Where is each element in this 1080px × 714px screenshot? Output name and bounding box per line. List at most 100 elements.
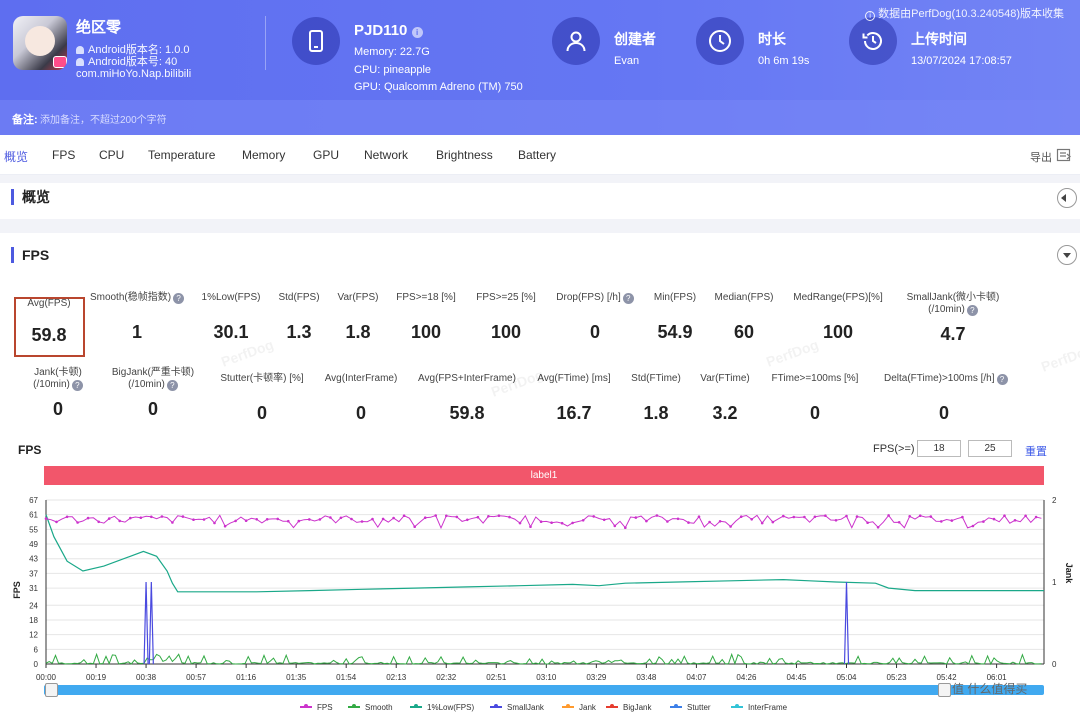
stat-value: 59.8 bbox=[31, 325, 67, 345]
y-right-tick-label: 0 bbox=[1052, 660, 1057, 669]
series-fps-point bbox=[824, 514, 827, 517]
series-fps-point bbox=[213, 521, 216, 525]
x-tick-label: 02:13 bbox=[386, 673, 407, 682]
stat-value: 16.7 bbox=[556, 403, 592, 423]
stat-label: FTime>=100ms [%] bbox=[771, 373, 859, 384]
series-fps-point bbox=[329, 516, 332, 519]
stat-label: Delta(FTime)>100ms [/h]? bbox=[884, 373, 1008, 385]
tab-temperature[interactable]: Temperature bbox=[148, 148, 216, 162]
tab-brightness[interactable]: Brightness bbox=[436, 148, 493, 162]
x-tick-label: 03:29 bbox=[586, 673, 607, 682]
series-fps-point bbox=[602, 518, 606, 522]
series-fps-point bbox=[455, 515, 459, 519]
x-tick-label: 03:10 bbox=[536, 673, 557, 682]
series-fps-point bbox=[339, 516, 343, 520]
slider-left-handle[interactable] bbox=[45, 683, 58, 697]
stat-smalljank: SmallJank(微小卡顿) (/10min)? 4.7 bbox=[893, 292, 1013, 345]
duration-label: 时长 bbox=[758, 31, 786, 47]
legend-item-smooth[interactable]: Smooth bbox=[348, 703, 393, 712]
bilibili-badge-icon bbox=[53, 56, 67, 68]
remark-input[interactable]: 添加备注，不超过200个字符 bbox=[40, 115, 167, 126]
legend-item-stutter[interactable]: Stutter bbox=[670, 703, 711, 712]
legend-item-jank[interactable]: Jank bbox=[562, 703, 596, 712]
series-fps-point bbox=[202, 518, 206, 521]
export-button[interactable]: 导出 bbox=[1030, 152, 1052, 164]
tab-overview[interactable]: 概览 bbox=[4, 150, 29, 164]
help-icon[interactable]: ? bbox=[173, 293, 185, 304]
series-fps-point bbox=[624, 526, 627, 529]
legend-item-bigjank[interactable]: BigJank bbox=[606, 703, 651, 712]
collapse-overview-button[interactable] bbox=[1057, 188, 1077, 208]
tab-memory[interactable]: Memory bbox=[242, 148, 286, 162]
help-icon[interactable]: ? bbox=[166, 380, 178, 391]
series-fps-point bbox=[929, 515, 933, 518]
stat-label: Std(FPS) bbox=[278, 292, 320, 303]
series-fps-point bbox=[371, 517, 374, 521]
series-fps-point bbox=[160, 515, 164, 518]
collapse-fps-button[interactable] bbox=[1057, 245, 1077, 265]
y-right-axis-title: Jank bbox=[1064, 563, 1074, 585]
section-gap bbox=[0, 175, 1080, 183]
y-tick-label: 67 bbox=[29, 496, 38, 505]
help-icon[interactable]: ? bbox=[966, 305, 978, 316]
stat-label: Avg(FTime) [ms] bbox=[537, 373, 611, 384]
series-fps-point bbox=[855, 515, 859, 518]
y-tick-label: 12 bbox=[29, 631, 38, 640]
fps-threshold-1-input[interactable]: 18 bbox=[917, 440, 961, 457]
series-fps-point bbox=[581, 519, 585, 522]
package-name: com.miHoYo.Nap.bilibili bbox=[76, 68, 192, 80]
series-fps-point bbox=[782, 514, 785, 518]
stat-value: 30.1 bbox=[213, 322, 249, 342]
help-icon[interactable]: ? bbox=[996, 374, 1008, 385]
export-icon[interactable] bbox=[1056, 147, 1072, 168]
stat-label: SmallJank(微小卡顿) bbox=[906, 292, 1000, 303]
stat-median-fps: Median(FPS) 60 bbox=[684, 292, 804, 343]
series-fps-point bbox=[171, 521, 174, 524]
series-fps-point bbox=[44, 517, 48, 520]
stat-value: 1.3 bbox=[286, 322, 312, 342]
legend-label: Smooth bbox=[365, 703, 393, 712]
tab-cpu[interactable]: CPU bbox=[99, 148, 125, 162]
series-fps-point bbox=[223, 524, 227, 528]
legend-item-smalljank[interactable]: SmallJank bbox=[490, 703, 544, 712]
legend-item-fps[interactable]: FPS bbox=[300, 703, 333, 712]
tab-battery[interactable]: Battery bbox=[518, 148, 557, 162]
stat-label: Var(FTime) bbox=[700, 373, 750, 384]
legend-item-interframe[interactable]: InterFrame bbox=[731, 703, 787, 712]
reset-button[interactable]: 重置 bbox=[1025, 446, 1047, 458]
fps-threshold-label: FPS(>=) bbox=[873, 443, 915, 455]
stat-label: Median(FPS) bbox=[714, 292, 774, 303]
label-bar[interactable]: label1 bbox=[44, 466, 1044, 485]
tab-fps[interactable]: FPS bbox=[52, 148, 76, 162]
overview-title: 概览 bbox=[11, 189, 50, 205]
series-fps-point bbox=[908, 515, 911, 518]
legend-label: 1%Low(FPS) bbox=[427, 703, 475, 712]
slider-right-handle[interactable] bbox=[938, 683, 951, 697]
help-icon[interactable]: ? bbox=[622, 293, 634, 304]
legend-item-1-low-fps[interactable]: 1%Low(FPS) bbox=[410, 703, 474, 712]
legend-swatch bbox=[490, 704, 502, 708]
device-memory: Memory: 22.7G bbox=[354, 46, 430, 58]
series-fps-point bbox=[718, 520, 722, 523]
stat-label: Var(FPS) bbox=[337, 292, 379, 303]
android-version-code: Android版本号: 40 bbox=[76, 53, 177, 69]
legend-swatch bbox=[731, 704, 743, 708]
x-tick-label: 00:00 bbox=[36, 673, 57, 682]
series-fps-point bbox=[539, 520, 543, 523]
series-fps-point bbox=[613, 524, 617, 528]
stat-fps-18: FPS>=18 [%] 100 bbox=[366, 292, 486, 343]
x-tick-label: 03:48 bbox=[636, 673, 657, 682]
tab-gpu[interactable]: GPU bbox=[313, 148, 340, 162]
stat-value: 100 bbox=[822, 322, 854, 342]
stat-value: 0 bbox=[938, 403, 949, 423]
series-1pct-low-line bbox=[45, 514, 1044, 593]
fps-threshold-2-input[interactable]: 25 bbox=[968, 440, 1012, 457]
help-icon[interactable]: ? bbox=[71, 380, 83, 391]
y-axis-title: FPS bbox=[12, 581, 22, 599]
tab-network[interactable]: Network bbox=[364, 148, 409, 162]
stat-ftime-100ms: FTime>=100ms [%] 0 bbox=[755, 373, 875, 424]
corner-watermark: 值 什么值得买 bbox=[952, 682, 1028, 696]
info-icon[interactable]: i bbox=[411, 27, 423, 38]
time-range-slider[interactable] bbox=[44, 685, 1044, 695]
stat-label: MedRange(FPS)[%] bbox=[793, 292, 883, 303]
